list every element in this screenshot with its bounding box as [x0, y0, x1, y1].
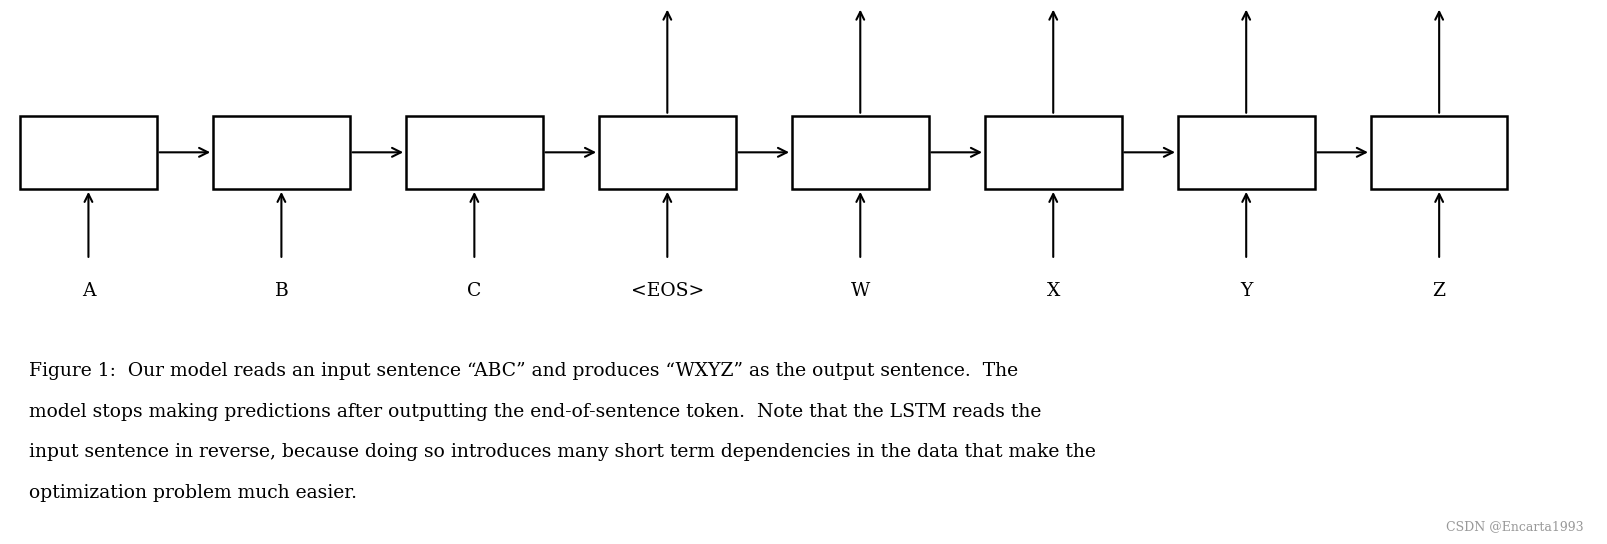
Bar	[212, 116, 349, 189]
Text: optimization problem much easier.: optimization problem much easier.	[29, 484, 357, 502]
Bar	[598, 116, 734, 189]
Text: Z: Z	[1432, 282, 1445, 300]
Bar	[405, 116, 543, 189]
Text: <EOS>: <EOS>	[630, 282, 704, 300]
Text: Figure 1:  Our model reads an input sentence “ABC” and produces “WXYZ” as the ou: Figure 1: Our model reads an input sente…	[29, 362, 1017, 380]
Text: C: C	[468, 282, 480, 300]
Bar	[1176, 116, 1315, 189]
Text: model stops making predictions after outputting the end-of-sentence token.  Note: model stops making predictions after out…	[29, 403, 1041, 421]
Text: B: B	[275, 282, 288, 300]
Text: CSDN @Encarta1993: CSDN @Encarta1993	[1445, 520, 1583, 533]
Bar	[1371, 116, 1507, 189]
Bar	[19, 116, 157, 189]
Bar	[792, 116, 929, 189]
Text: W: W	[850, 282, 869, 300]
Text: X: X	[1046, 282, 1059, 300]
Text: input sentence in reverse, because doing so introduces many short term dependenc: input sentence in reverse, because doing…	[29, 443, 1094, 461]
Bar	[983, 116, 1122, 189]
Text: A: A	[82, 282, 95, 300]
Text: Y: Y	[1239, 282, 1252, 300]
